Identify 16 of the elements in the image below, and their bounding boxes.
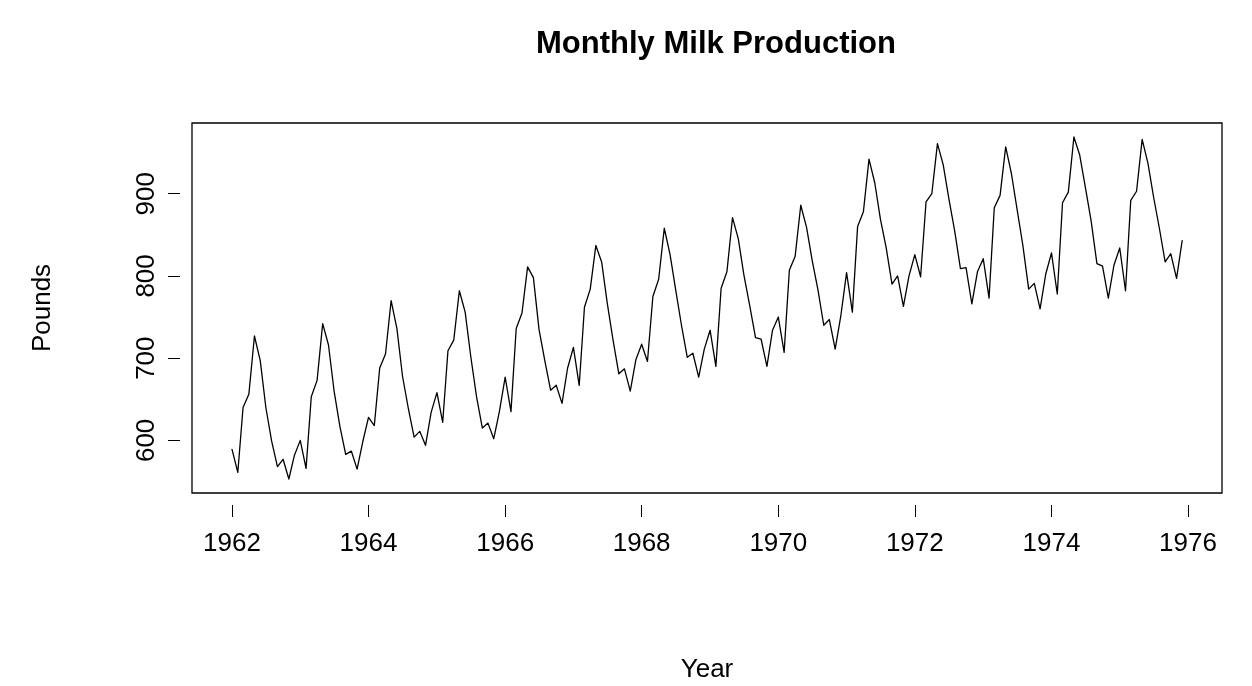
x-tick-label: 1964 [339,527,398,557]
y-tick-label: 700 [130,336,160,380]
x-tick-label: 1974 [1022,527,1081,557]
x-tick-label: 1962 [203,527,261,557]
chart-title: Monthly Milk Production [536,25,896,60]
y-axis-title: Pounds [26,263,56,353]
x-tick-label: 1968 [612,527,671,557]
x-tick-label: 1972 [885,527,944,557]
y-tick-label: 800 [130,254,160,298]
y-tick-label: 900 [130,172,160,216]
x-tick-label: 1970 [749,527,808,557]
x-tick-label: 1966 [476,527,535,557]
x-tick-label: 1976 [1159,527,1217,557]
y-tick-label: 600 [130,418,160,463]
x-axis-title: Year [680,653,734,683]
line-series [231,136,1183,480]
